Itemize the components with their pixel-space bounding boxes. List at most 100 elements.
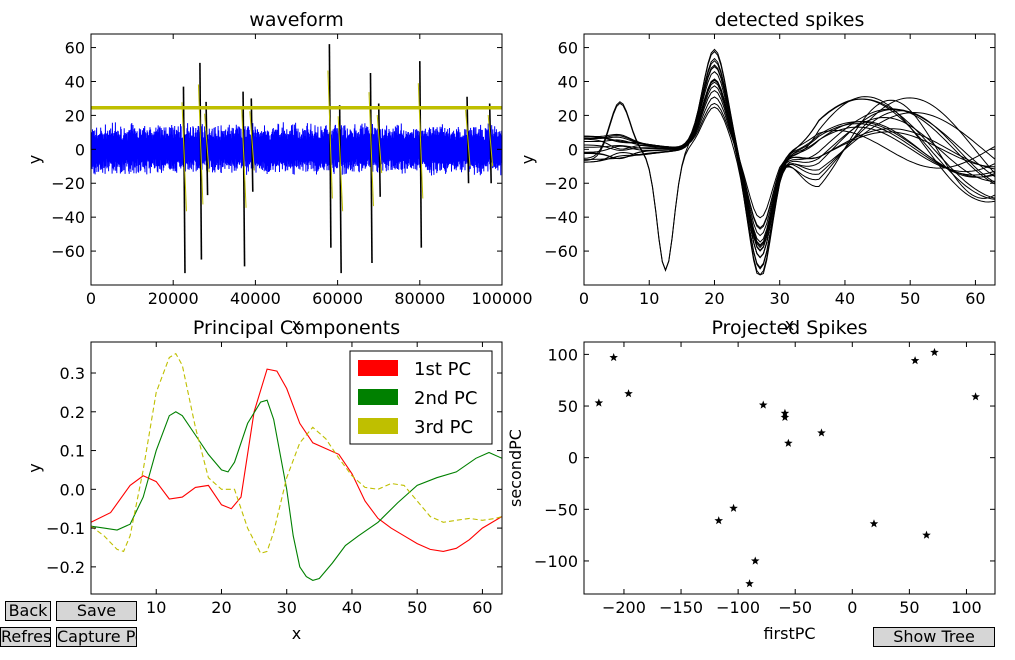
x-tick-label: 30 [770,289,790,308]
spike-trace-16 [584,48,995,243]
y-axis-label: y [25,155,44,164]
waveform-spike-2 [199,62,203,260]
plot-area [584,48,995,276]
y-axis-label: secondPC [506,429,525,507]
plot-area [594,347,980,588]
x-axis-label: x [785,315,794,334]
y-tick-label: 0.1 [60,442,85,461]
x-tick-label: 50 [900,289,920,308]
refresh-button[interactable]: Refresh [0,627,51,647]
axes-frame [90,341,503,595]
projected-point-8 [758,400,768,409]
waveform-spike-8 [369,73,373,263]
spike-trace-15 [584,96,995,219]
y-tick-label: 60 [558,39,578,58]
x-tick-label: 30 [277,598,297,617]
x-tick-label: −50 [778,598,812,617]
y-tick-label: −60 [544,242,578,261]
y-tick-label: −20 [51,174,85,193]
projected-point-3 [624,389,633,398]
projected-point-16 [922,530,931,539]
projected-point-13 [869,519,879,528]
y-tick-label: 20 [65,106,85,125]
y-tick-label: 0 [75,140,85,159]
x-tick-label: 10 [146,598,166,617]
waveform-spike-highlight-8 [368,92,374,207]
x-tick-label: 40 [342,598,362,617]
spike-trace-17 [584,78,995,229]
waveform-spike-highlight-10 [417,83,424,199]
x-axis-label: firstPC [763,624,815,643]
x-axis-label: x [292,315,301,334]
waveform-spike-7 [338,105,342,274]
x-tick-label: 60 [472,598,492,617]
projected-point-17 [971,392,980,401]
spike-trace-13 [584,71,995,270]
projected-point-14 [910,356,920,365]
pc-legend-label-2: 2nd PC [414,388,477,409]
x-tick-label: 20 [704,289,724,308]
waveform-spike-highlight-5 [249,111,255,171]
x-tick-label: 50 [407,598,427,617]
x-tick-label: 60 [965,289,985,308]
projected-point-9 [780,408,790,417]
y-tick-label: 0 [568,140,578,159]
y-tick-label: −50 [544,500,578,519]
spike-trace-6 [584,85,995,259]
x-tick-label: 50 [899,598,919,617]
y-tick-label: −60 [51,242,85,261]
plot-area [91,44,502,274]
waveform-signal-line [91,122,502,176]
y-tick-label: 50 [558,397,578,416]
projected-point-4 [714,516,723,525]
x-tick-label: 80000 [394,289,445,308]
pc-legend-swatch-3 [358,418,398,434]
show-tree-button[interactable]: Show Tree [873,627,995,647]
x-tick-label: 0 [847,598,857,617]
y-tick-label: 0.3 [60,364,85,383]
y-tick-label: −100 [534,552,578,571]
back-button[interactable]: Back [5,601,51,621]
pc-legend-label-1: 1st PC [414,359,471,380]
projected-point-2 [609,352,618,362]
x-tick-label: 40000 [230,289,281,308]
projected-point-6 [750,556,760,565]
projected-point-15 [930,347,939,356]
x-tick-label: 0 [86,289,96,308]
waveform-spike-highlight-9 [376,114,383,174]
chart-4: −200 −150 −100 −50 0 50 100 −100 −50 0 50 100 Projec… [506,317,996,643]
waveform-spike-highlight-4 [241,106,247,208]
chart-2: 0 10 20 30 40 50 60 −60 −40 −20 0 20 40 60 detected sp… [518,9,996,334]
y-tick-label: 100 [547,345,578,364]
x-tick-label: −200 [602,598,646,617]
waveform-spike-highlight-6 [327,70,333,199]
projected-point-7 [745,579,754,588]
pc-legend-swatch-2 [358,389,398,405]
x-tick-label: 0 [579,289,589,308]
spike-trace-9 [584,78,995,269]
y-tick-label: −20 [544,174,578,193]
axes-frame [90,33,503,286]
save-button[interactable]: Save [56,601,137,621]
y-tick-label: −40 [544,208,578,227]
y-tick-label: 0.0 [60,480,85,499]
waveform-spike-1 [182,86,186,274]
spike-trace-1 [584,102,995,276]
y-tick-label: −40 [51,208,85,227]
y-tick-label: 20 [558,106,578,125]
projected-point-5 [729,503,738,512]
x-tick-label: 10 [639,289,659,308]
x-tick-label: 100000 [471,289,532,308]
chart-title: Principal Components [193,317,400,339]
pc-legend-swatch-1 [358,360,398,376]
waveform-spike-highlight-2 [197,84,204,205]
capture-point-button[interactable]: Capture Point [56,627,137,647]
pc-legend-label-3: 3rd PC [414,417,473,438]
chart-title: detected spikes [715,9,865,31]
x-tick-label: 20000 [148,289,199,308]
y-tick-label: 0 [568,449,578,468]
y-tick-label: 40 [558,72,578,91]
y-axis-label: y [25,463,44,472]
